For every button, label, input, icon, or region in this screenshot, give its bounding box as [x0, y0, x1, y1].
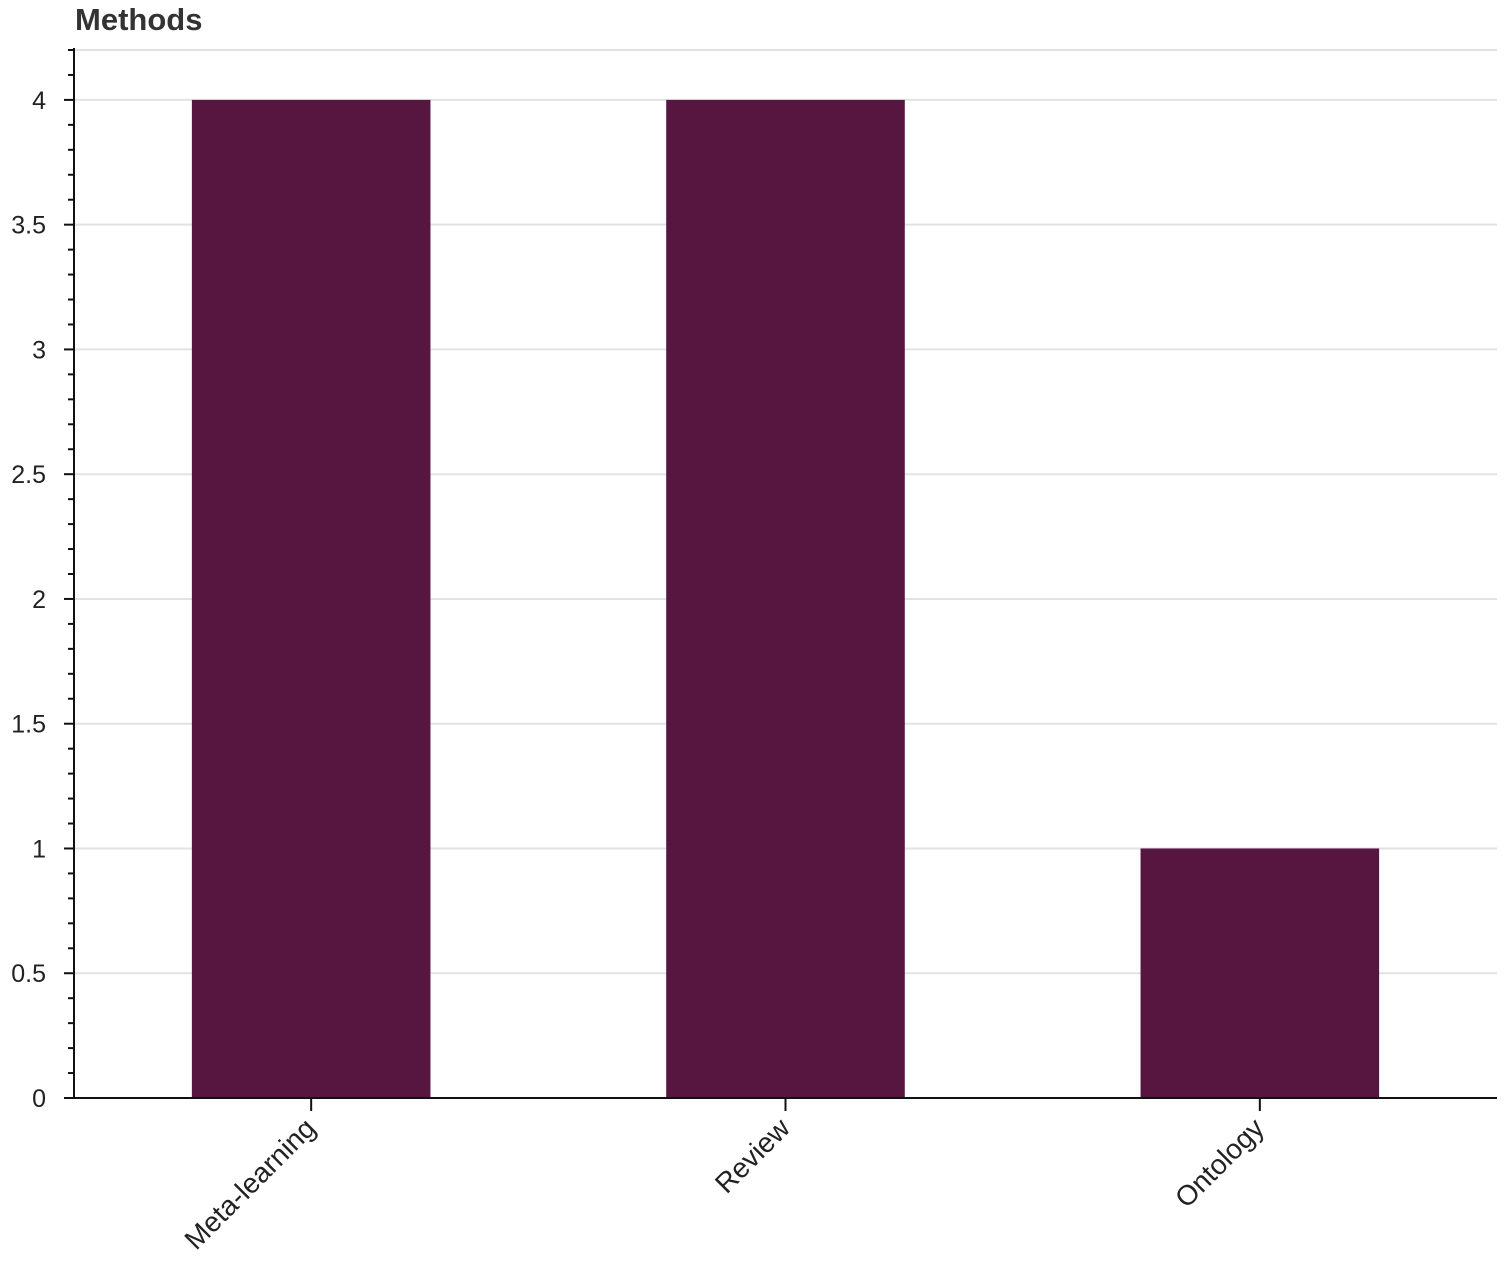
y-tick-label: 4	[32, 87, 46, 115]
x-category-label: Review	[709, 1112, 796, 1199]
x-category-label: Ontology	[1169, 1112, 1270, 1213]
x-axis-labels: Meta-learning Review Ontology	[178, 1112, 1270, 1256]
x-category-label: Meta-learning	[178, 1112, 321, 1255]
y-tick-label: 0	[32, 1085, 46, 1113]
y-tick-label: 1	[32, 835, 46, 863]
y-tick-label: 3.5	[11, 212, 46, 240]
bar	[191, 99, 431, 1098]
bar	[1140, 848, 1380, 1098]
y-tick-label: 3	[32, 336, 46, 364]
y-tick-label: 0.5	[11, 960, 46, 988]
bar	[666, 99, 905, 1098]
bars	[191, 99, 1380, 1098]
y-axis-ticks: 0 0.5 1 1.5 2 2.5 3 3.5 4	[11, 49, 74, 1113]
y-tick-label: 2.5	[11, 461, 46, 489]
chart-title: Methods	[75, 2, 202, 37]
y-tick-label: 1.5	[11, 711, 46, 739]
y-tick-label: 2	[32, 586, 46, 614]
